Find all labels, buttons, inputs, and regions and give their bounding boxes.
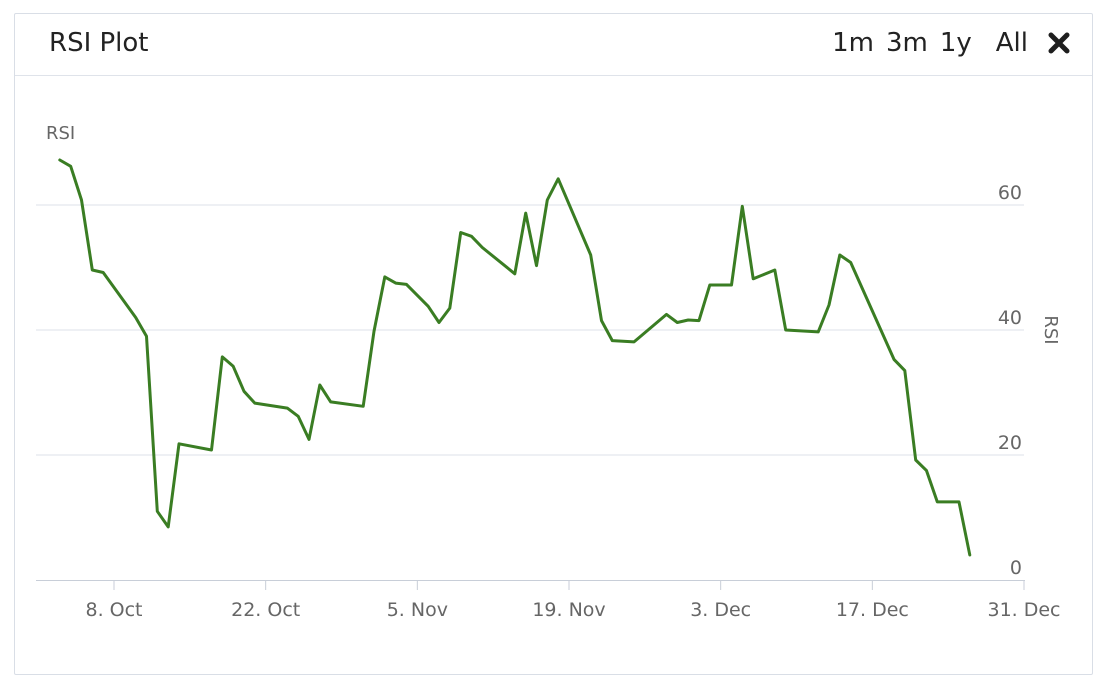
y-tick-label-40: 40 — [998, 307, 1022, 329]
range-button-all[interactable]: All — [995, 28, 1028, 58]
range-button-3m[interactable]: 3m — [885, 28, 928, 58]
grid-lines — [36, 204, 1024, 456]
rsi-panel: RSI Plot 1m 3m 1y All — [14, 13, 1093, 675]
x-axis-ticks: 8. Oct 22. Oct 5. Nov 19. Nov 3. Dec 17. Dec 3… — [85, 580, 1061, 621]
series-line-0 — [58, 158, 972, 557]
series-layer — [58, 158, 972, 557]
panel-header: RSI Plot 1m 3m 1y All — [15, 14, 1092, 76]
close-icon — [1048, 32, 1070, 54]
panel-title: RSI Plot — [49, 28, 149, 58]
y-tick-label-60: 60 — [998, 182, 1022, 204]
range-button-1m[interactable]: 1m — [832, 28, 874, 58]
x-tick-label-6: 31. Dec — [987, 599, 1060, 621]
x-tick-label-3: 19. Nov — [532, 599, 605, 621]
y-axis-title: RSI — [1040, 315, 1061, 344]
y-axis-title-top: RSI — [46, 123, 75, 144]
x-tick-label-0: 8. Oct — [85, 599, 142, 621]
y-axis-ticks: 0 20 40 60 — [998, 182, 1022, 579]
range-controls: 1m 3m 1y All — [820, 28, 1072, 58]
y-tick-label-0: 0 — [1010, 557, 1022, 579]
y-tick-label-20: 20 — [998, 432, 1022, 454]
range-button-1y[interactable]: 1y — [939, 28, 972, 58]
x-tick-label-4: 3. Dec — [690, 599, 751, 621]
x-tick-label-2: 5. Nov — [387, 599, 448, 621]
close-button[interactable] — [1046, 30, 1072, 56]
x-tick-label-5: 17. Dec — [836, 599, 909, 621]
x-tick-label-1: 22. Oct — [231, 599, 300, 621]
